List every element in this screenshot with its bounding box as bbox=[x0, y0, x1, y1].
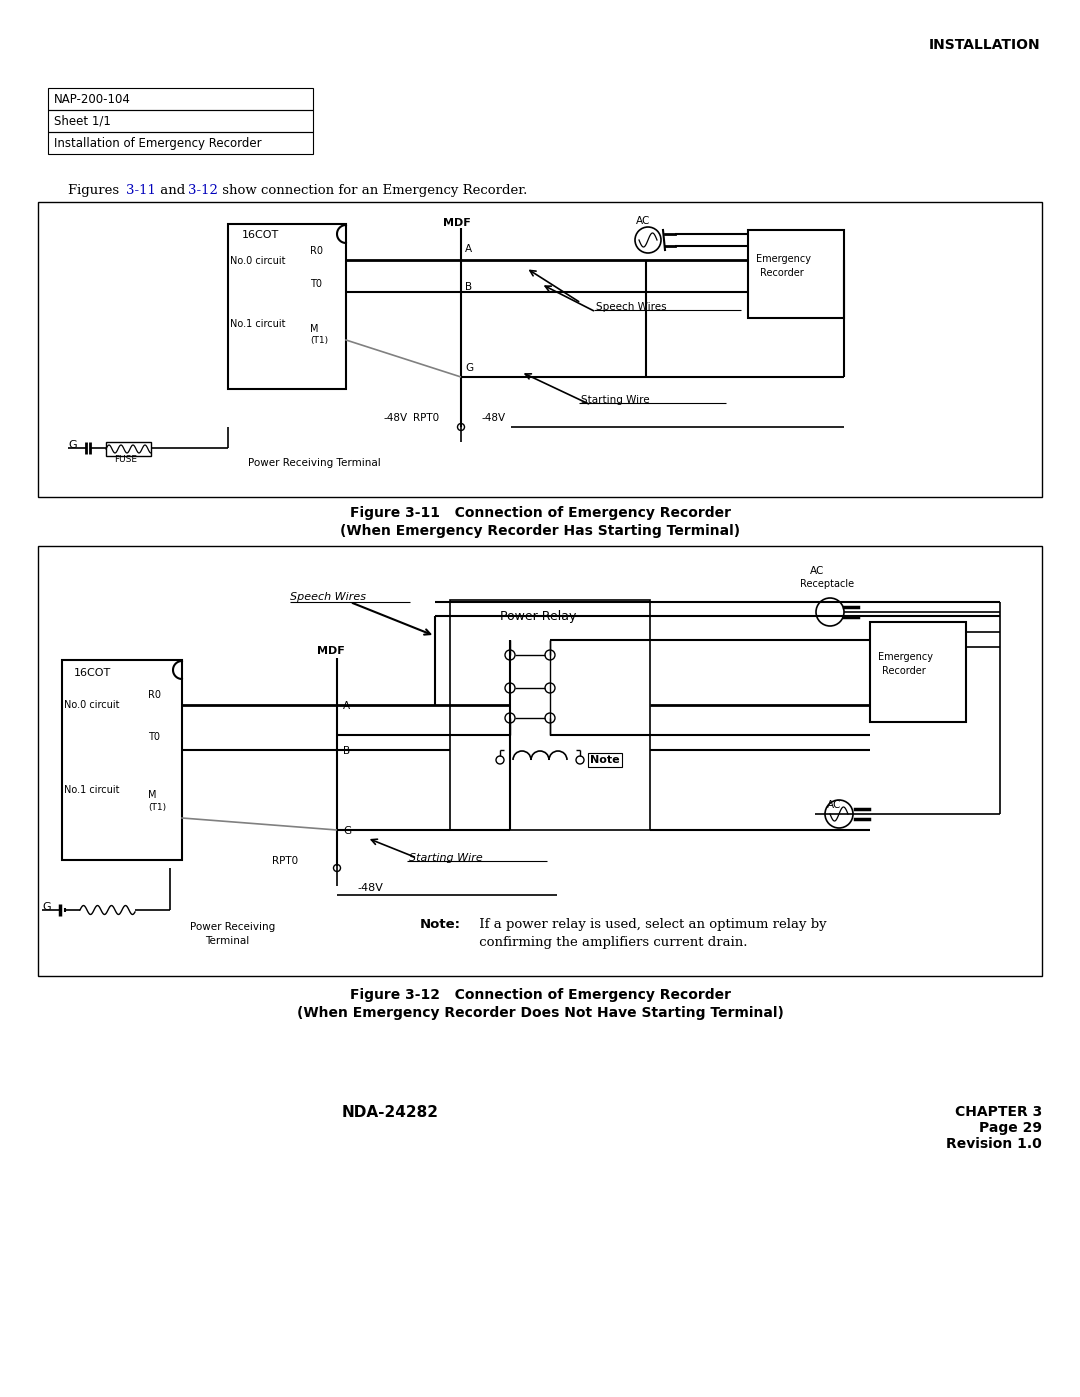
Text: (When Emergency Recorder Does Not Have Starting Terminal): (When Emergency Recorder Does Not Have S… bbox=[297, 1006, 783, 1020]
Bar bbox=[106, 441, 151, 455]
Text: Starting Wire: Starting Wire bbox=[409, 854, 483, 863]
Bar bbox=[62, 659, 183, 861]
Text: Starting Wire: Starting Wire bbox=[581, 395, 650, 405]
Text: (T1): (T1) bbox=[148, 803, 166, 812]
Text: INSTALLATION: INSTALLATION bbox=[929, 38, 1040, 52]
Text: CHAPTER 3: CHAPTER 3 bbox=[955, 1105, 1042, 1119]
Text: Note: Note bbox=[590, 754, 620, 766]
Text: -48V: -48V bbox=[481, 414, 505, 423]
Text: G: G bbox=[42, 902, 51, 912]
Text: AC: AC bbox=[827, 800, 841, 810]
Bar bbox=[48, 131, 313, 154]
Text: A: A bbox=[343, 701, 350, 711]
Text: B: B bbox=[465, 282, 472, 292]
Text: 16COT: 16COT bbox=[75, 668, 111, 678]
Text: Speech Wires: Speech Wires bbox=[291, 592, 366, 602]
Text: Emergency: Emergency bbox=[756, 254, 811, 264]
Text: MDF: MDF bbox=[443, 218, 471, 228]
Text: Power Relay: Power Relay bbox=[500, 610, 577, 623]
Text: 3-11: 3-11 bbox=[126, 184, 156, 197]
Bar bbox=[38, 203, 1042, 497]
Bar bbox=[228, 224, 346, 388]
Text: Receptacle: Receptacle bbox=[800, 578, 854, 590]
Bar bbox=[450, 599, 650, 830]
Text: Installation of Emergency Recorder: Installation of Emergency Recorder bbox=[54, 137, 261, 149]
Text: (When Emergency Recorder Has Starting Terminal): (When Emergency Recorder Has Starting Te… bbox=[340, 524, 740, 538]
Text: Sheet 1/1: Sheet 1/1 bbox=[54, 115, 111, 129]
Text: No.1 circuit: No.1 circuit bbox=[230, 319, 285, 330]
Text: AC: AC bbox=[810, 566, 824, 576]
Text: RPT0: RPT0 bbox=[413, 414, 440, 423]
Bar bbox=[38, 546, 1042, 977]
Bar bbox=[748, 231, 843, 319]
Text: G: G bbox=[465, 363, 473, 373]
Text: (T1): (T1) bbox=[310, 337, 328, 345]
Text: NAP-200-104: NAP-200-104 bbox=[54, 94, 131, 106]
Text: No.0 circuit: No.0 circuit bbox=[64, 700, 120, 710]
Text: G: G bbox=[68, 440, 77, 450]
Bar bbox=[48, 88, 313, 110]
Text: Revision 1.0: Revision 1.0 bbox=[946, 1137, 1042, 1151]
Text: FUSE: FUSE bbox=[114, 455, 137, 464]
Text: Emergency: Emergency bbox=[878, 652, 933, 662]
Text: If a power relay is used, select an optimum relay by: If a power relay is used, select an opti… bbox=[475, 918, 826, 930]
Text: Figure 3-11   Connection of Emergency Recorder: Figure 3-11 Connection of Emergency Reco… bbox=[350, 506, 730, 520]
Text: NDA-24282: NDA-24282 bbox=[341, 1105, 438, 1120]
Text: Speech Wires: Speech Wires bbox=[596, 302, 666, 312]
Bar bbox=[48, 110, 313, 131]
Text: -48V: -48V bbox=[383, 414, 407, 423]
Text: B: B bbox=[343, 746, 350, 756]
Text: 3-12: 3-12 bbox=[188, 184, 218, 197]
Text: T0: T0 bbox=[310, 279, 322, 289]
Text: G: G bbox=[343, 826, 351, 835]
Text: M: M bbox=[310, 324, 319, 334]
Text: Power Receiving: Power Receiving bbox=[190, 922, 275, 932]
Text: Terminal: Terminal bbox=[205, 936, 249, 946]
Text: AC: AC bbox=[636, 217, 650, 226]
Text: A: A bbox=[465, 244, 472, 254]
Text: R0: R0 bbox=[148, 690, 161, 700]
Text: Figure 3-12   Connection of Emergency Recorder: Figure 3-12 Connection of Emergency Reco… bbox=[350, 988, 730, 1002]
Text: -48V: -48V bbox=[357, 883, 383, 893]
Text: M: M bbox=[148, 789, 157, 800]
Text: R0: R0 bbox=[310, 246, 323, 256]
Text: No.0 circuit: No.0 circuit bbox=[230, 256, 285, 265]
Text: T0: T0 bbox=[148, 732, 160, 742]
Text: and: and bbox=[156, 184, 189, 197]
Text: No.1 circuit: No.1 circuit bbox=[64, 785, 120, 795]
Text: Figures: Figures bbox=[68, 184, 123, 197]
Text: Page 29: Page 29 bbox=[978, 1120, 1042, 1134]
Text: Recorder: Recorder bbox=[882, 666, 926, 676]
Text: confirming the amplifiers current drain.: confirming the amplifiers current drain. bbox=[475, 936, 747, 949]
Text: RPT0: RPT0 bbox=[272, 856, 298, 866]
Text: Note:: Note: bbox=[420, 918, 461, 930]
Text: Power Receiving Terminal: Power Receiving Terminal bbox=[248, 458, 381, 468]
Bar bbox=[870, 622, 966, 722]
Text: MDF: MDF bbox=[318, 645, 345, 657]
Text: Recorder: Recorder bbox=[760, 268, 804, 278]
Text: 16COT: 16COT bbox=[242, 231, 280, 240]
Text: show connection for an Emergency Recorder.: show connection for an Emergency Recorde… bbox=[218, 184, 527, 197]
